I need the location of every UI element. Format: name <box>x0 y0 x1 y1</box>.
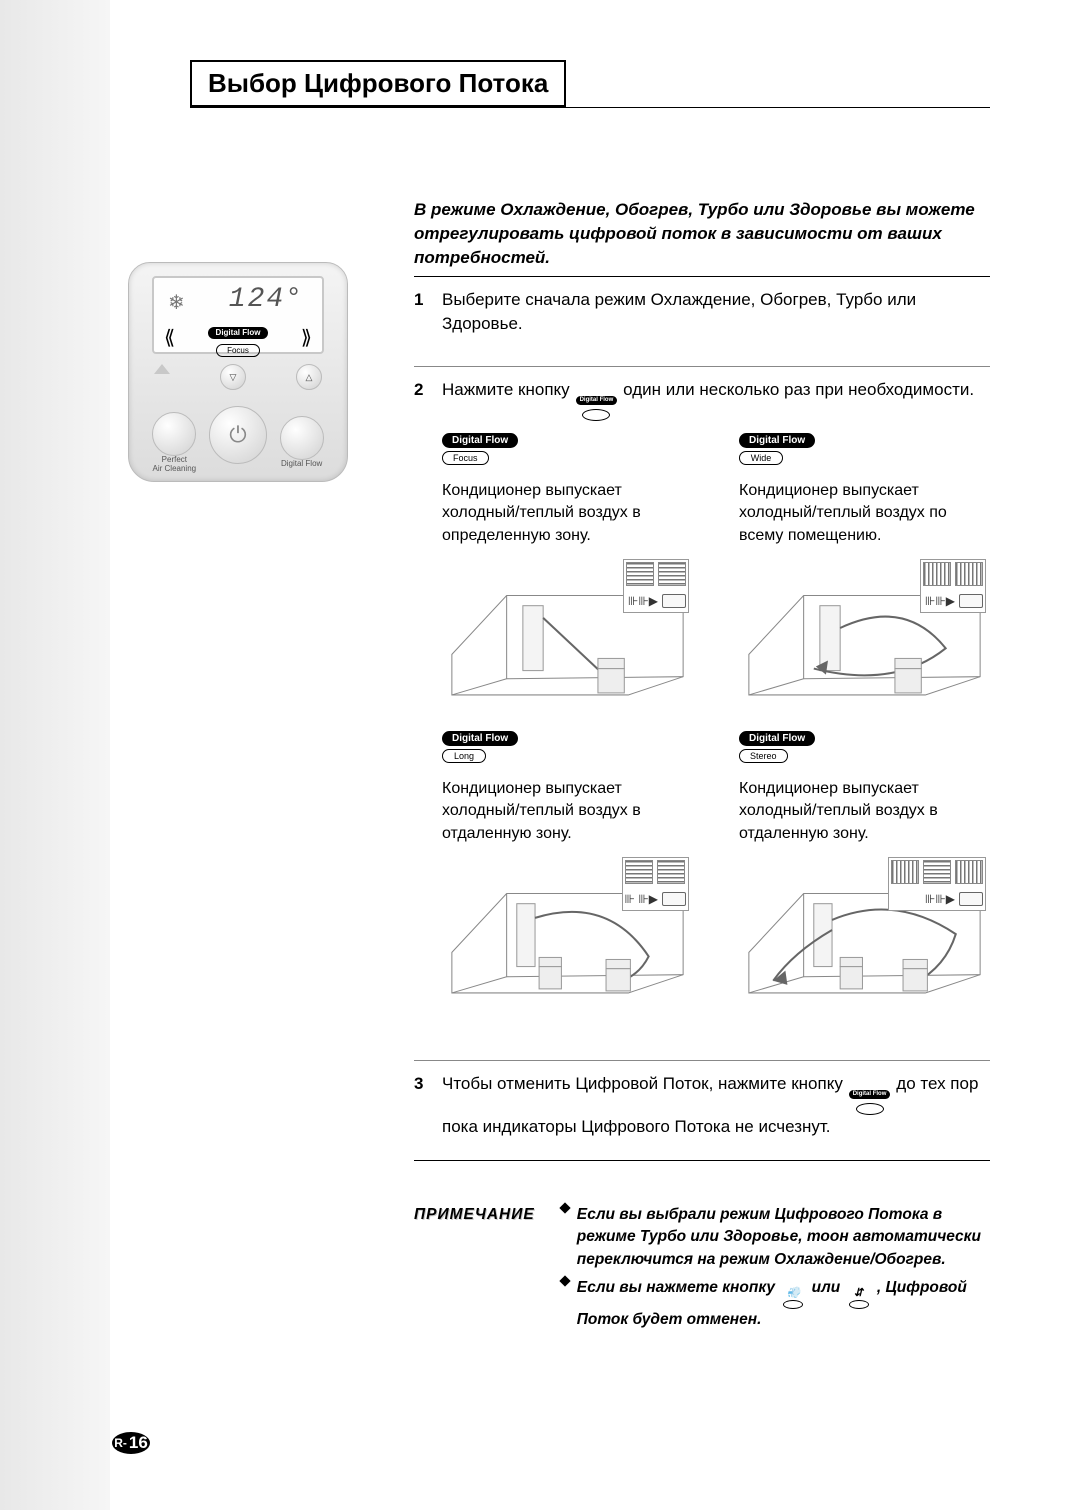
divider <box>414 276 990 277</box>
mode-stereo: Digital Flow Stereo Кондиционер выпускае… <box>739 728 990 997</box>
bullet-icon <box>559 1276 570 1287</box>
divider <box>414 366 990 367</box>
swing-button-icon: ⇵ <box>845 1288 873 1309</box>
remote-temp: 124° <box>229 284 304 315</box>
triangle-icon <box>154 364 170 374</box>
snowflake-icon: ❄ <box>168 290 185 315</box>
title-divider <box>190 107 990 108</box>
louver-diagram: ⊪ ⊪▶ <box>622 857 689 911</box>
sidebar-gradient <box>0 0 110 1510</box>
remote-illustration: ❄ 124° ⟪ ⟫ Digital Flow Focus ▽ △ Perfec… <box>128 262 348 482</box>
intro-text: В режиме Охлаждение, Обогрев, Турбо или … <box>414 198 990 269</box>
mode-long: Digital Flow Long Кондиционер выпускает … <box>442 728 693 997</box>
small-round-button: △ <box>296 364 322 390</box>
arrow-right-icon: ⟫ <box>301 325 312 350</box>
louver-diagram: ⊪⊪▶ <box>888 857 986 911</box>
louver-diagram: ⊪⊪▶ <box>920 559 986 613</box>
page-number: R-16 <box>112 1432 150 1454</box>
mode-wide: Digital Flow Wide Кондиционер выпускает … <box>739 430 990 699</box>
step-2: 2 Нажмите кнопку Digital Flow один или н… <box>414 378 990 421</box>
step-3: 3 Чтобы отменить Цифровой Поток, нажмите… <box>414 1072 990 1139</box>
step-1: 1 Выберите сначала режим Охлаждение, Обо… <box>414 288 990 336</box>
note-label: ПРИМЕЧАНИЕ <box>414 1204 535 1226</box>
page-title: Выбор Цифрового Потока <box>190 60 566 107</box>
note-block: ПРИМЕЧАНИЕ Если вы выбрали режим Цифрово… <box>414 1204 990 1332</box>
bullet-icon <box>559 1202 570 1213</box>
digital-flow-inline-icon: Digital Flow <box>848 1078 892 1115</box>
remote-pill-top: Digital Flow <box>208 327 269 339</box>
divider <box>414 1060 990 1061</box>
divider <box>414 1160 990 1161</box>
perfect-air-button <box>152 412 196 456</box>
mode-focus: Digital Flow Focus Кондиционер выпускает… <box>442 430 693 699</box>
remote-pill-bottom: Focus <box>216 344 260 357</box>
fan-button-icon: 💨 <box>779 1288 807 1309</box>
small-round-button: ▽ <box>220 364 246 390</box>
louver-diagram: ⊪⊪▶ <box>623 559 689 613</box>
digital-flow-inline-icon: Digital Flow <box>574 384 618 421</box>
arrow-left-icon: ⟪ <box>164 325 175 350</box>
power-button: ⏻ <box>209 406 267 464</box>
digital-flow-button <box>280 416 324 460</box>
